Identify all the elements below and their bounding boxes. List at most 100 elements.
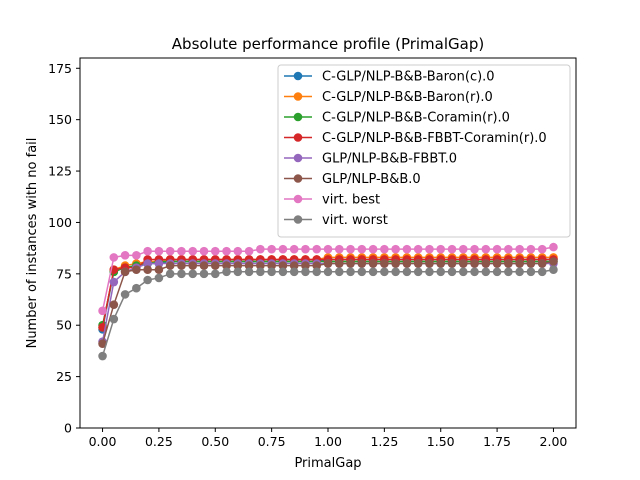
data-point — [143, 275, 152, 285]
data-point — [132, 283, 141, 293]
data-point — [436, 267, 446, 277]
series-6 — [98, 242, 558, 316]
series-5 — [98, 257, 558, 349]
data-point — [199, 269, 209, 279]
data-point — [267, 244, 276, 254]
data-point — [323, 244, 333, 254]
data-point — [492, 259, 502, 268]
legend-marker — [293, 174, 303, 183]
data-point — [380, 244, 389, 254]
data-point — [368, 244, 378, 254]
data-point — [549, 257, 558, 266]
data-point — [256, 244, 265, 254]
data-point — [458, 244, 468, 254]
data-point — [233, 246, 243, 256]
data-point — [98, 306, 107, 316]
data-point — [289, 244, 299, 254]
data-point — [301, 267, 310, 277]
data-point — [278, 267, 288, 277]
data-point — [267, 261, 276, 270]
data-point — [425, 244, 434, 254]
data-point — [470, 267, 479, 277]
data-point — [222, 267, 231, 277]
data-point — [188, 246, 198, 256]
data-point — [402, 259, 412, 268]
data-point — [199, 246, 209, 256]
data-point — [537, 267, 547, 277]
data-point — [458, 267, 468, 277]
data-point — [492, 244, 502, 254]
data-point — [357, 267, 367, 277]
data-point — [154, 259, 164, 268]
data-point — [504, 267, 513, 277]
data-point — [165, 269, 175, 279]
data-point — [323, 259, 333, 268]
y-tick-label: 50 — [56, 318, 72, 333]
legend-box — [277, 64, 571, 238]
legend-marker — [293, 133, 303, 142]
data-point — [188, 269, 198, 279]
legend-label: C-GLP/NLP-B&B-Baron(r).0 — [322, 90, 493, 105]
series-layer — [98, 242, 558, 361]
legend-item: virt. best — [284, 193, 380, 208]
data-point — [256, 261, 265, 270]
data-point — [447, 244, 457, 254]
legend-item: virt. worst — [284, 213, 388, 228]
data-point — [210, 246, 220, 256]
legend-marker — [293, 112, 303, 122]
data-point — [526, 244, 536, 254]
legend-marker — [293, 92, 303, 101]
data-point — [98, 339, 107, 349]
legend-label: virt. worst — [322, 213, 388, 228]
data-point — [120, 290, 130, 299]
data-point — [278, 244, 288, 254]
data-point — [233, 261, 243, 270]
data-point — [120, 267, 130, 277]
x-tick-label: 1.25 — [370, 434, 398, 449]
legend-item: GLP/NLP-B&B.0 — [284, 172, 421, 187]
data-point — [549, 265, 558, 275]
x-axis-label: PrimalGap — [294, 456, 361, 471]
legend-marker — [293, 71, 303, 81]
data-point — [357, 244, 367, 254]
data-point — [391, 244, 400, 254]
y-tick-label: 0 — [64, 421, 72, 436]
x-tick-label: 0.75 — [258, 434, 286, 449]
data-point — [267, 267, 276, 277]
legend-label: C-GLP/NLP-B&B-Baron(c).0 — [322, 70, 495, 85]
data-point — [537, 259, 547, 268]
data-point — [391, 259, 400, 268]
legend-marker — [293, 194, 303, 204]
data-point — [436, 259, 446, 268]
data-point — [470, 244, 479, 254]
data-point — [447, 259, 457, 268]
data-point — [346, 267, 355, 277]
data-point — [244, 261, 254, 270]
data-point — [143, 259, 152, 268]
data-point — [334, 267, 344, 277]
data-point — [109, 277, 119, 287]
y-tick-label: 150 — [48, 112, 72, 127]
data-point — [458, 259, 468, 268]
data-point — [177, 246, 186, 256]
legend-label: C-GLP/NLP-B&B-FBBT-Coramin(r).0 — [322, 131, 547, 146]
x-tick-label: 0.25 — [145, 434, 173, 449]
data-point — [346, 259, 355, 268]
data-point — [154, 265, 164, 275]
legend-label: GLP/NLP-B&B-FBBT.0 — [322, 152, 457, 167]
legend-label: C-GLP/NLP-B&B-Coramin(r).0 — [322, 111, 510, 126]
data-point — [515, 267, 524, 277]
x-tick-label: 1.00 — [314, 434, 342, 449]
data-point — [368, 267, 378, 277]
data-point — [515, 244, 524, 254]
x-tick-label: 1.75 — [483, 434, 511, 449]
data-point — [109, 314, 119, 324]
legend-item: GLP/NLP-B&B-FBBT.0 — [284, 152, 457, 167]
data-point — [436, 244, 446, 254]
data-point — [504, 244, 513, 254]
data-point — [132, 251, 141, 260]
data-point — [177, 261, 186, 270]
legend-item: C-GLP/NLP-B&B-Coramin(r).0 — [284, 111, 510, 126]
data-point — [199, 261, 209, 270]
